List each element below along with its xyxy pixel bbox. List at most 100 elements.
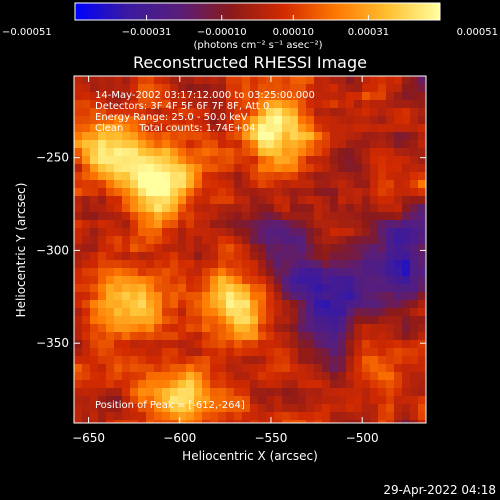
heatmap-cell [226, 124, 234, 132]
heatmap-cell [322, 100, 330, 108]
heatmap-cell [146, 164, 154, 172]
heatmap-cell [330, 260, 338, 268]
heatmap-cell [378, 100, 386, 108]
heatmap-cell [274, 308, 282, 316]
heatmap-cell [362, 332, 370, 340]
heatmap-cell [74, 380, 82, 388]
heatmap-cell [338, 380, 346, 388]
heatmap-cell [146, 116, 154, 124]
heatmap-cell [418, 276, 426, 284]
heatmap-cell [186, 308, 194, 316]
heatmap-cell [242, 260, 250, 268]
annotation-energy-range: Energy Range: 25.0 - 50.0 keV [95, 112, 248, 123]
heatmap-cell [178, 156, 186, 164]
heatmap-cell [242, 340, 250, 348]
heatmap-cell [170, 100, 178, 108]
heatmap-cell [282, 300, 290, 308]
heatmap-cell [146, 228, 154, 236]
heatmap-cell [194, 188, 202, 196]
heatmap-cell [274, 268, 282, 276]
heatmap-cell [154, 308, 162, 316]
heatmap-cell [394, 292, 402, 300]
heatmap-cell [154, 156, 162, 164]
heatmap-cell [202, 420, 210, 423]
heatmap-cell [74, 196, 82, 204]
heatmap-cell [210, 164, 218, 172]
heatmap-cell [122, 108, 130, 116]
heatmap-cell [154, 412, 162, 420]
heatmap-cell [274, 196, 282, 204]
heatmap-cell [210, 132, 218, 140]
heatmap-cell [226, 148, 234, 156]
heatmap-cell [138, 100, 146, 108]
heatmap-cell [186, 204, 194, 212]
heatmap-cell [394, 244, 402, 252]
heatmap-cell [386, 116, 394, 124]
heatmap-cell [330, 300, 338, 308]
heatmap-cell [98, 388, 106, 396]
heatmap-cell [90, 308, 98, 316]
heatmap-cell [346, 204, 354, 212]
heatmap-cell [82, 236, 90, 244]
heatmap-cell [234, 116, 242, 124]
heatmap-cell [314, 140, 322, 148]
heatmap-cell [242, 276, 250, 284]
heatmap-cell [226, 284, 234, 292]
heatmap-cell [194, 84, 202, 92]
heatmap-cell [122, 236, 130, 244]
heatmap-cell [338, 244, 346, 252]
heatmap-cell [114, 332, 122, 340]
heatmap-cell [370, 420, 378, 423]
heatmap-cell [162, 172, 170, 180]
heatmap-cell [170, 164, 178, 172]
heatmap-cell [242, 92, 250, 100]
heatmap-cell [314, 212, 322, 220]
heatmap-cell [162, 388, 170, 396]
heatmap-cell [106, 324, 114, 332]
heatmap-cell [298, 100, 306, 108]
heatmap-cell [314, 92, 322, 100]
heatmap-cell [218, 356, 226, 364]
heatmap-cell [234, 364, 242, 372]
heatmap-cell [122, 372, 130, 380]
heatmap-cell [258, 236, 266, 244]
heatmap-cell [346, 188, 354, 196]
heatmap-cell [290, 356, 298, 364]
heatmap-cell [170, 196, 178, 204]
heatmap-cell [330, 284, 338, 292]
heatmap-cell [410, 332, 418, 340]
heatmap-cell [154, 180, 162, 188]
heatmap-cell [138, 188, 146, 196]
heatmap-cell [330, 348, 338, 356]
heatmap-cell [130, 268, 138, 276]
heatmap-cell [250, 180, 258, 188]
heatmap-cell [218, 244, 226, 252]
heatmap-cell [210, 324, 218, 332]
heatmap-cell [402, 316, 410, 324]
heatmap-cell [258, 284, 266, 292]
heatmap-cell [338, 292, 346, 300]
heatmap-cell [178, 148, 186, 156]
heatmap-cell [378, 236, 386, 244]
heatmap-cell [298, 340, 306, 348]
heatmap-cell [346, 140, 354, 148]
heatmap-cell [250, 196, 258, 204]
heatmap-cell [378, 124, 386, 132]
heatmap-cell [322, 324, 330, 332]
heatmap-cell [90, 244, 98, 252]
heatmap-cell [354, 228, 362, 236]
heatmap-cell [370, 100, 378, 108]
heatmap-cell [234, 92, 242, 100]
heatmap-cell [362, 356, 370, 364]
heatmap-cell [242, 220, 250, 228]
heatmap-cell [418, 132, 426, 140]
heatmap-cell [402, 372, 410, 380]
heatmap-cell [242, 348, 250, 356]
heatmap-cell [226, 220, 234, 228]
heatmap-cell [186, 244, 194, 252]
heatmap-cell [74, 340, 82, 348]
heatmap-cell [370, 316, 378, 324]
heatmap-cell [322, 372, 330, 380]
heatmap-cell [226, 100, 234, 108]
heatmap-cell [266, 308, 274, 316]
